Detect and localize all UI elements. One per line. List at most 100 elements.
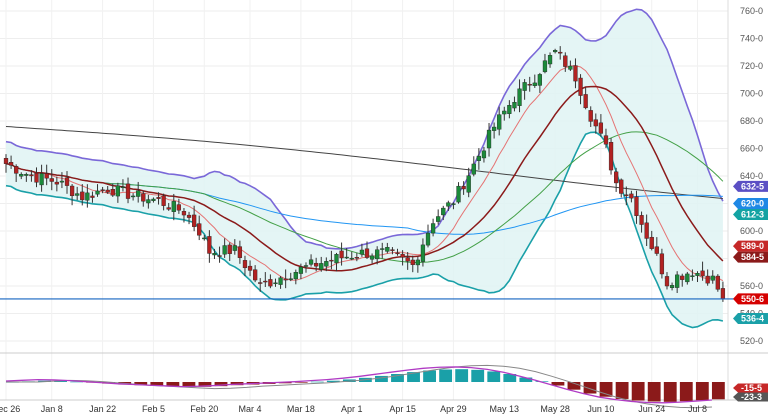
candle-body[interactable] bbox=[608, 142, 614, 171]
candle-body[interactable] bbox=[105, 189, 110, 193]
candle-body[interactable] bbox=[547, 55, 553, 65]
candle-body[interactable] bbox=[161, 195, 166, 206]
candle-body[interactable] bbox=[619, 179, 624, 194]
candle-body[interactable] bbox=[471, 163, 476, 175]
candle-body[interactable] bbox=[242, 260, 248, 269]
candle-body[interactable] bbox=[207, 236, 212, 254]
candle-body[interactable] bbox=[349, 257, 354, 260]
candle-body[interactable] bbox=[136, 190, 141, 197]
candle-body[interactable] bbox=[593, 119, 598, 127]
candle-body[interactable] bbox=[400, 253, 405, 258]
candle-body[interactable] bbox=[598, 122, 604, 134]
candle-body[interactable] bbox=[197, 223, 202, 236]
candle-body[interactable] bbox=[369, 255, 375, 260]
candle-body[interactable] bbox=[80, 191, 85, 201]
candle-body[interactable] bbox=[375, 249, 380, 260]
candle-body[interactable] bbox=[542, 60, 548, 73]
candle-body[interactable] bbox=[466, 175, 471, 193]
candle-body[interactable] bbox=[486, 129, 492, 149]
candle-body[interactable] bbox=[649, 236, 654, 249]
candle-body[interactable] bbox=[430, 223, 436, 234]
candle-body[interactable] bbox=[339, 250, 344, 259]
candle-body[interactable] bbox=[654, 246, 659, 254]
candle-body[interactable] bbox=[522, 82, 527, 91]
candle-body[interactable] bbox=[217, 255, 222, 257]
candle-body[interactable] bbox=[334, 254, 339, 264]
candle-body[interactable] bbox=[298, 266, 304, 274]
candle-body[interactable] bbox=[359, 249, 365, 255]
candle-body[interactable] bbox=[690, 275, 695, 277]
candle-body[interactable] bbox=[186, 214, 192, 218]
candle-body[interactable] bbox=[461, 185, 466, 190]
candle-body[interactable] bbox=[95, 190, 100, 195]
candle-body[interactable] bbox=[54, 181, 59, 185]
candle-body[interactable] bbox=[319, 263, 324, 270]
candle-body[interactable] bbox=[146, 199, 151, 204]
candle-body[interactable] bbox=[314, 262, 319, 267]
candle-body[interactable] bbox=[705, 275, 710, 284]
candle-body[interactable] bbox=[405, 257, 410, 262]
candle-body[interactable] bbox=[583, 94, 588, 109]
candle-body[interactable] bbox=[29, 174, 34, 177]
candle-body[interactable] bbox=[502, 110, 507, 115]
candle-body[interactable] bbox=[476, 155, 481, 161]
candle-body[interactable] bbox=[385, 247, 390, 252]
candle-body[interactable] bbox=[532, 82, 537, 86]
candle-body[interactable] bbox=[563, 55, 568, 67]
candle-body[interactable] bbox=[425, 232, 431, 246]
candle-body[interactable] bbox=[639, 215, 644, 225]
candle-body[interactable] bbox=[120, 186, 126, 188]
candle-body[interactable] bbox=[3, 158, 9, 164]
candle-body[interactable] bbox=[253, 269, 258, 281]
candle-body[interactable] bbox=[720, 288, 726, 300]
candle-body[interactable] bbox=[166, 207, 171, 210]
candle-body[interactable] bbox=[171, 201, 176, 212]
candle-body[interactable] bbox=[19, 174, 24, 177]
candle-body[interactable] bbox=[588, 110, 593, 122]
candle-body[interactable] bbox=[644, 222, 649, 239]
candle-body[interactable] bbox=[64, 177, 70, 186]
candle-body[interactable] bbox=[415, 259, 420, 266]
candle-body[interactable] bbox=[227, 244, 232, 254]
candle-body[interactable] bbox=[44, 173, 49, 179]
candle-body[interactable] bbox=[537, 74, 543, 86]
candle-body[interactable] bbox=[669, 285, 675, 288]
candle-body[interactable] bbox=[685, 273, 690, 283]
candle-body[interactable] bbox=[8, 162, 14, 166]
candle-body[interactable] bbox=[664, 276, 670, 287]
candle-body[interactable] bbox=[247, 265, 253, 271]
candle-body[interactable] bbox=[110, 189, 115, 196]
candle-body[interactable] bbox=[507, 105, 512, 114]
candle-body[interactable] bbox=[603, 135, 609, 145]
candle-body[interactable] bbox=[354, 257, 359, 259]
candle-body[interactable] bbox=[700, 270, 705, 277]
candle-body[interactable] bbox=[273, 282, 278, 285]
candle-body[interactable] bbox=[441, 207, 446, 216]
candle-body[interactable] bbox=[558, 51, 563, 54]
candle-body[interactable] bbox=[680, 275, 685, 280]
candle-body[interactable] bbox=[85, 192, 90, 201]
candle-body[interactable] bbox=[59, 180, 65, 183]
candle-body[interactable] bbox=[527, 83, 532, 86]
candle-body[interactable] bbox=[715, 275, 720, 290]
candle-body[interactable] bbox=[34, 172, 39, 183]
candle-body[interactable] bbox=[283, 278, 288, 281]
candle-body[interactable] bbox=[141, 193, 146, 202]
candle-body[interactable] bbox=[659, 253, 665, 275]
candle-body[interactable] bbox=[451, 203, 456, 205]
candle-body[interactable] bbox=[232, 245, 237, 251]
candle-body[interactable] bbox=[446, 202, 451, 207]
candle-body[interactable] bbox=[710, 275, 715, 281]
candle-body[interactable] bbox=[491, 126, 497, 131]
candle-body[interactable] bbox=[75, 193, 80, 196]
candle-body[interactable] bbox=[308, 259, 314, 265]
candle-body[interactable] bbox=[202, 237, 207, 240]
candle-body[interactable] bbox=[258, 282, 263, 284]
candle-body[interactable] bbox=[156, 197, 161, 199]
candle-body[interactable] bbox=[303, 265, 309, 267]
candle-body[interactable] bbox=[420, 244, 426, 262]
candle-body[interactable] bbox=[629, 193, 634, 199]
candle-body[interactable] bbox=[512, 102, 517, 109]
